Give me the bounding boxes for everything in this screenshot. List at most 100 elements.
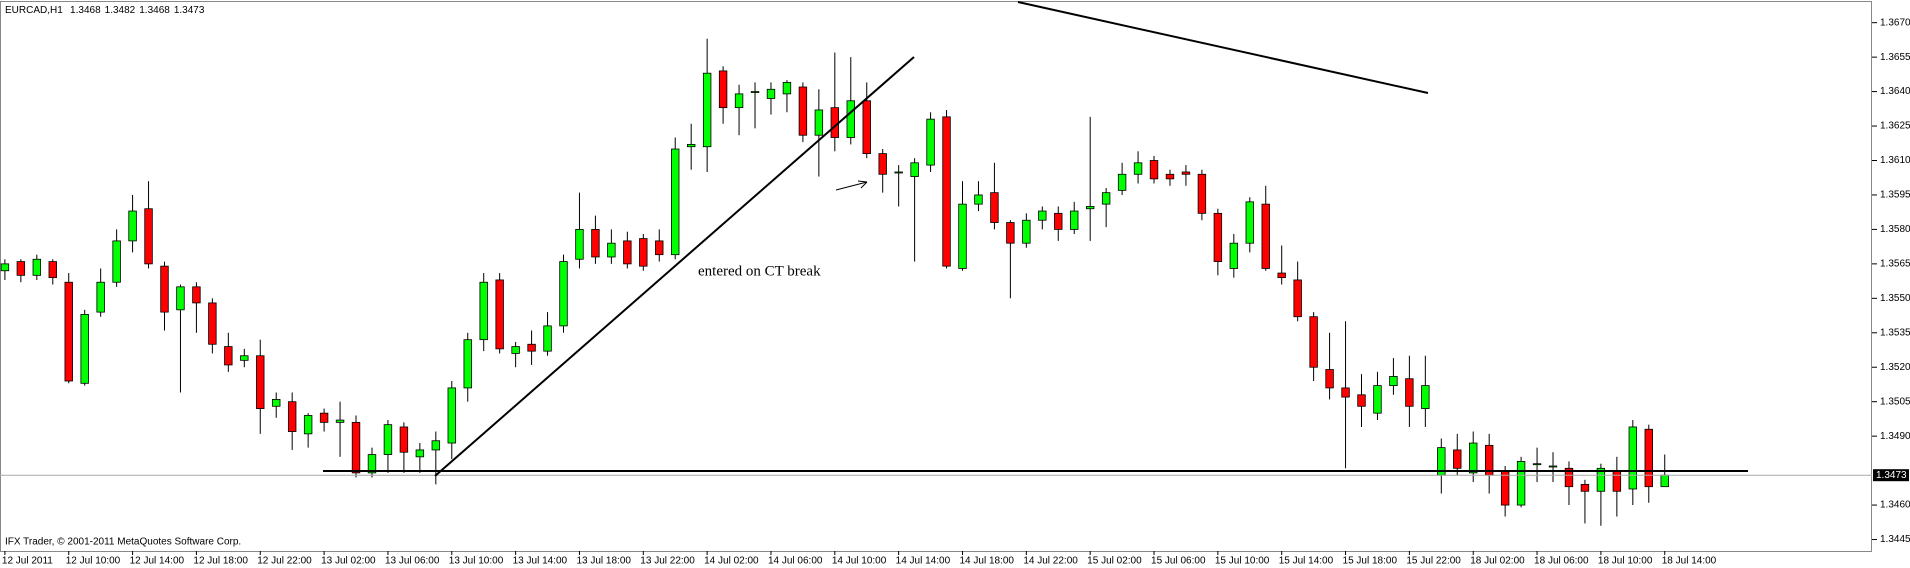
candle-body — [144, 208, 153, 265]
candle-body — [256, 355, 265, 409]
y-tick-label: 1.3595 — [1880, 190, 1910, 201]
x-tick-label: 14 Jul 06:00 — [768, 556, 823, 567]
candle-body — [894, 171, 903, 174]
candle-body — [224, 346, 233, 366]
x-tick-label: 15 Jul 18:00 — [1343, 556, 1398, 567]
x-tick-label: 14 Jul 02:00 — [704, 556, 759, 567]
candle-body — [128, 210, 137, 242]
candle-body — [1532, 463, 1542, 466]
candle-body — [1149, 160, 1159, 180]
candle-body — [1405, 378, 1414, 407]
candle-body — [734, 93, 744, 109]
candle-body — [1357, 394, 1366, 407]
x-tick-label: 12 Jul 10:00 — [66, 556, 121, 567]
x-tick-label: 15 Jul 02:00 — [1087, 556, 1142, 567]
candle-body — [1133, 162, 1143, 175]
candle-body — [958, 203, 967, 269]
x-tick-label: 15 Jul 06:00 — [1151, 556, 1206, 567]
candle-body — [160, 265, 169, 313]
candle-body — [910, 162, 919, 177]
symbol: EURCAD,H1 — [5, 5, 63, 16]
candle-body — [511, 346, 520, 354]
arrow — [835, 181, 868, 191]
y-tick-label: 1.3460 — [1880, 500, 1910, 511]
y-tick-label: 1.3490 — [1880, 431, 1910, 442]
candle-body — [559, 261, 568, 327]
y-tick-label: 1.3655 — [1880, 52, 1910, 63]
candle-body — [1516, 461, 1526, 506]
x-tick-label: 13 Jul 02:00 — [321, 556, 376, 567]
candle-body — [208, 302, 217, 345]
candle-body — [591, 229, 600, 258]
candle-body — [1070, 210, 1079, 230]
candle-body — [1117, 173, 1127, 191]
plot-frame — [0, 1, 1872, 552]
x-tick-label: 14 Jul 18:00 — [960, 556, 1015, 567]
candle-body — [1421, 385, 1430, 409]
candle-body — [1101, 192, 1111, 205]
y-tick-label: 1.3505 — [1880, 396, 1910, 407]
x-tick-label: 15 Jul 14:00 — [1279, 556, 1334, 567]
candle-body — [639, 238, 648, 267]
candle-body — [1373, 385, 1382, 414]
candle-body — [80, 314, 89, 384]
x-tick-label: 15 Jul 22:00 — [1406, 556, 1461, 567]
candle-body — [399, 426, 409, 453]
candle-body — [1038, 210, 1047, 221]
current-price-label: 1.3473 — [1876, 470, 1907, 481]
candle-body — [718, 70, 728, 109]
annotation: entered on CT break — [698, 263, 821, 279]
candle-body — [1564, 467, 1574, 488]
x-tick-label: 13 Jul 10:00 — [449, 556, 504, 567]
y-tick-label: 1.3535 — [1880, 327, 1910, 338]
candle-body — [623, 240, 632, 265]
candle-body — [1453, 449, 1462, 469]
candle-body — [1229, 242, 1239, 269]
candle-body — [1277, 272, 1286, 279]
candle-body — [1006, 222, 1015, 244]
x-tick-label: 13 Jul 06:00 — [385, 556, 440, 567]
chart-header: EURCAD,H1 1.3468 1.3482 1.3468 1.3473 — [5, 5, 205, 16]
candle-body — [527, 343, 536, 352]
candle-body — [926, 118, 935, 166]
candle-body — [607, 242, 616, 258]
candle-body — [303, 415, 313, 435]
candle-body — [415, 449, 425, 458]
x-tick-label: 12 Jul 14:00 — [130, 556, 185, 567]
footer: IFX Trader, © 2001-2011 MetaQuotes Softw… — [5, 537, 241, 548]
x-tick-label: 13 Jul 18:00 — [576, 556, 631, 567]
candle-body — [1261, 203, 1270, 269]
x-tick-label: 13 Jul 14:00 — [513, 556, 568, 567]
arrow-head — [857, 180, 868, 189]
candle-body — [319, 412, 329, 423]
candle-body — [782, 81, 792, 95]
last-open: 1.3468 — [70, 5, 101, 16]
last-close: 1.3473 — [174, 5, 205, 16]
candle-body — [287, 401, 297, 432]
candle-body — [240, 355, 249, 361]
candle-body — [112, 240, 121, 283]
y-tick-label: 1.3640 — [1880, 86, 1910, 97]
candle-body — [1213, 212, 1223, 262]
candle-body — [750, 91, 760, 93]
candle-body — [1628, 426, 1638, 490]
candle-body — [543, 325, 552, 352]
candle-body — [990, 192, 999, 223]
candle-body — [814, 109, 824, 136]
candle-body — [383, 424, 393, 455]
candle-body — [1580, 483, 1590, 492]
candle-body — [96, 281, 105, 313]
candle-body — [48, 261, 57, 279]
candle-body — [0, 263, 10, 272]
candle-body — [655, 240, 664, 256]
candle-body — [272, 398, 281, 407]
candle-body — [1293, 279, 1302, 318]
candle-body — [862, 100, 871, 155]
candle-body — [766, 88, 776, 99]
candle-body — [1660, 474, 1669, 488]
candle-body — [1325, 369, 1334, 389]
candle-body — [1341, 387, 1350, 398]
x-tick-label: 12 Jul 2011 — [2, 556, 53, 567]
candle-body — [335, 419, 345, 423]
trend-line — [434, 56, 915, 477]
